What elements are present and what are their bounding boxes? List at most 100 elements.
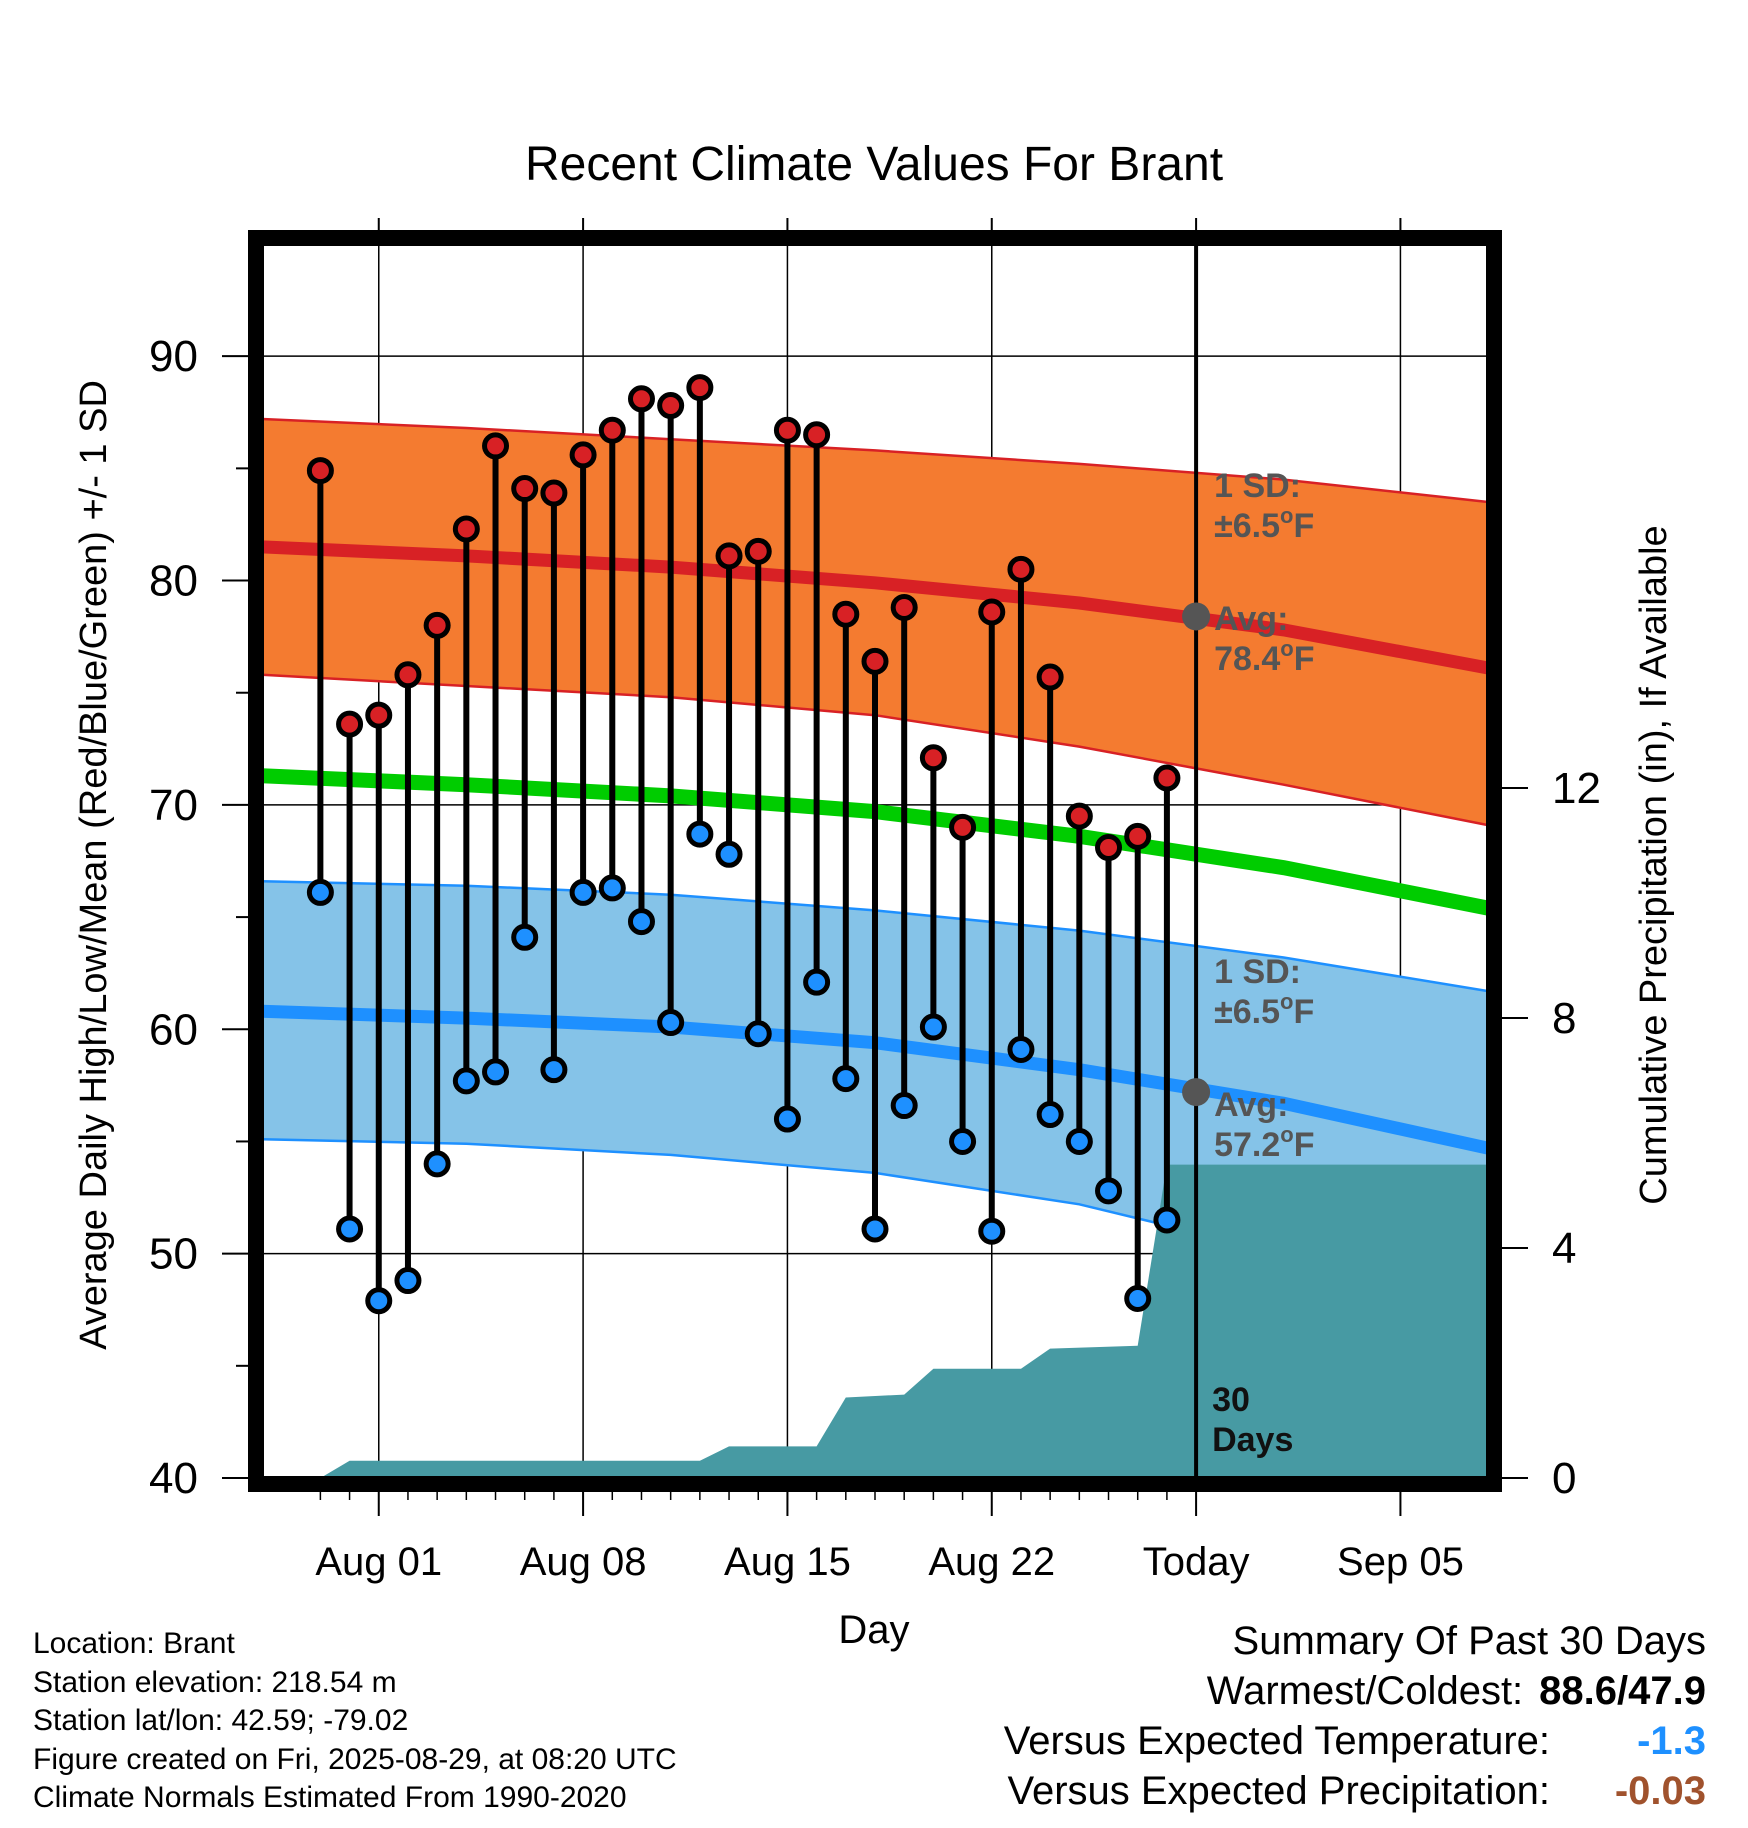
low-point <box>1065 1127 1093 1155</box>
high-point <box>336 710 364 738</box>
annotations: 1 SD: ±6.5oF Avg: 78.4oF 1 SD: ±6.5oF Avg: 57.2… <box>1182 467 1315 1459</box>
high-point <box>949 813 977 841</box>
precip-anomaly-value: -0.03 <box>1614 1769 1706 1813</box>
cumulative-precip-area <box>320 1164 1488 1478</box>
x-tick-label: Aug 15 <box>724 1540 851 1584</box>
low-point <box>715 840 743 868</box>
high-point <box>482 432 510 460</box>
low-point <box>394 1267 422 1295</box>
created-text: Figure created on Fri, 2025-08-29, at 08… <box>33 1742 677 1776</box>
low-point <box>949 1127 977 1155</box>
high-point <box>306 457 334 485</box>
low-point <box>657 1009 685 1037</box>
y-tick-label: 90 <box>149 332 198 381</box>
low-point <box>1007 1035 1035 1063</box>
high-point <box>1007 555 1035 583</box>
y-tick-label: 50 <box>149 1230 198 1279</box>
high-point <box>1095 834 1123 862</box>
low-avg-annotation: Avg: 57.2oF <box>1214 1086 1314 1164</box>
x-tick-label: Aug 22 <box>928 1540 1055 1584</box>
low-point <box>686 820 714 848</box>
low-point <box>569 878 597 906</box>
axes: 40 50 60 70 80 90 0 4 8 12 Aug 01 Aug 08 Aug 15 Aug 2… <box>149 218 1601 1584</box>
high-point <box>773 416 801 444</box>
high-sd-upper-line <box>261 417 1489 504</box>
days-annotation: 30 Days <box>1212 1381 1293 1459</box>
low-point <box>832 1065 860 1093</box>
low-point <box>452 1067 480 1095</box>
summary-precip: Versus Expected Precipitation: -0.03 <box>1004 1766 1706 1816</box>
low-point <box>1036 1101 1064 1129</box>
low-point <box>365 1287 393 1315</box>
y-axis-label: Average Daily High/Low/Mean (Red/Blue/Gr… <box>73 380 115 1350</box>
high-point <box>627 385 655 413</box>
x-tick-label: Sep 05 <box>1337 1540 1464 1584</box>
precip-anomaly-label: Versus Expected Precipitation: <box>1007 1769 1550 1813</box>
high-sd-annotation: 1 SD: ±6.5oF <box>1214 467 1314 545</box>
low-point <box>627 908 655 936</box>
high-point <box>686 374 714 402</box>
x-tick-label: Today <box>1143 1540 1250 1584</box>
low-point <box>861 1215 889 1243</box>
high-point <box>1036 663 1064 691</box>
elevation-text: Station elevation: 218.54 m <box>33 1665 397 1699</box>
low-point <box>773 1105 801 1133</box>
low-point <box>1153 1206 1181 1234</box>
y-tick-label: 70 <box>149 781 198 830</box>
high-point <box>978 598 1006 626</box>
precipitation-area <box>320 1164 1488 1478</box>
high-point <box>540 479 568 507</box>
daily-dots <box>306 374 1181 1315</box>
x-tick-label: Aug 01 <box>315 1540 442 1584</box>
daily-range-stems <box>317 387 1170 1301</box>
summary-temp: Versus Expected Temperature: -1.3 <box>1004 1716 1706 1766</box>
chart-title: Recent Climate Values For Brant <box>525 138 1223 191</box>
low-point <box>540 1056 568 1084</box>
warmest-label: Warmest/Coldest: <box>1206 1669 1524 1713</box>
low-point <box>511 923 539 951</box>
high-point <box>803 421 831 449</box>
low-point <box>306 878 334 906</box>
low-point <box>890 1092 918 1120</box>
station-info: Location: Brant Station elevation: 218.5… <box>33 1625 677 1818</box>
temp-anomaly-value: -1.3 <box>1637 1719 1706 1763</box>
high-avg-annotation: Avg: 78.4oF <box>1214 600 1314 678</box>
high-point <box>1153 764 1181 792</box>
low-point <box>803 968 831 996</box>
high-point <box>452 515 480 543</box>
plot-border <box>248 230 1502 1492</box>
high-point <box>919 744 947 772</box>
summary-warmest: Warmest/Coldest: 88.6/47.9 <box>1004 1666 1706 1716</box>
low-point <box>978 1217 1006 1245</box>
high-point <box>715 542 743 570</box>
high-point <box>598 416 626 444</box>
y2-tick-label: 8 <box>1552 994 1576 1043</box>
y-tick-label: 80 <box>149 557 198 606</box>
low-point <box>598 874 626 902</box>
low-point <box>1124 1285 1152 1313</box>
high-point <box>394 661 422 689</box>
high-point <box>890 593 918 621</box>
high-point <box>1065 802 1093 830</box>
plot-frame <box>248 230 1502 1492</box>
high-point <box>657 392 685 420</box>
low-point <box>336 1215 364 1243</box>
high-point <box>861 647 889 675</box>
low-avg-marker <box>1182 1078 1211 1107</box>
location-text: Location: Brant <box>33 1627 235 1660</box>
y-tick-label: 40 <box>149 1454 198 1503</box>
high-point <box>744 537 772 565</box>
normals-text: Climate Normals Estimated From 1990-2020 <box>33 1781 627 1814</box>
low-point <box>423 1150 451 1178</box>
latlon-text: Station lat/lon: 42.59; -79.02 <box>33 1704 409 1737</box>
high-point <box>511 475 539 503</box>
warmest-value: 88.6/47.9 <box>1539 1669 1706 1713</box>
low-point <box>919 1013 947 1041</box>
y2-tick-label: 12 <box>1552 764 1601 813</box>
low-sd-annotation: 1 SD: ±6.5oF <box>1214 953 1314 1031</box>
high-sd-band <box>262 419 1488 826</box>
temp-anomaly-label: Versus Expected Temperature: <box>1003 1719 1550 1763</box>
high-point <box>569 441 597 469</box>
low-point <box>1095 1177 1123 1205</box>
